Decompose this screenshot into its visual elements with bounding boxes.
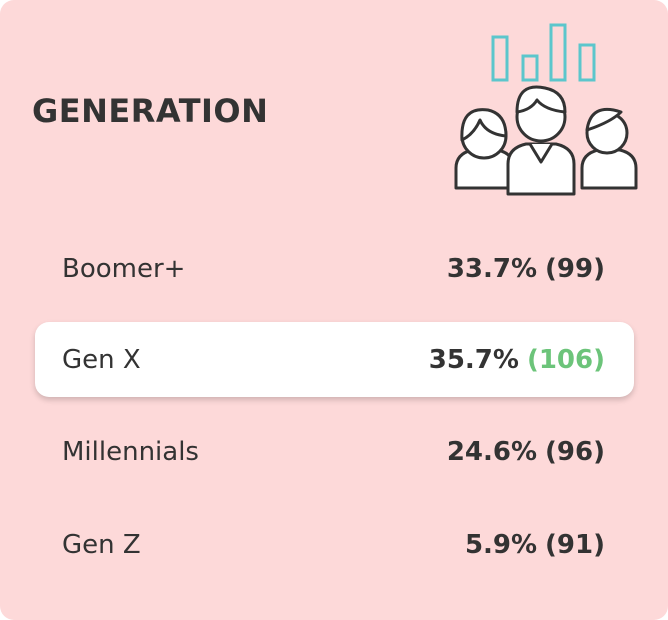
row-label: Millennials (62, 436, 199, 467)
row-count: (106) (526, 344, 605, 375)
generation-row: Boomer+ 33.7% (99) (35, 231, 634, 306)
row-share: 5.9% (464, 529, 538, 560)
row-share: 33.7% (446, 253, 538, 284)
row-share: 24.6% (446, 436, 538, 467)
generation-icon (454, 23, 638, 196)
row-label: Gen X (62, 344, 141, 375)
generation-row: Millennials 24.6% (96) (35, 414, 634, 489)
row-label: Boomer+ (62, 253, 186, 284)
generation-row: Gen Z 5.9% (91) (35, 507, 634, 582)
row-share: 35.7% (428, 344, 519, 375)
generation-row: Gen X 35.7% (106) (35, 322, 634, 397)
row-label: Gen Z (62, 529, 141, 560)
row-count: (99) (545, 253, 605, 284)
row-count: (91) (545, 529, 605, 560)
row-count: (96) (545, 436, 605, 467)
card-title: GENERATION (32, 92, 269, 130)
